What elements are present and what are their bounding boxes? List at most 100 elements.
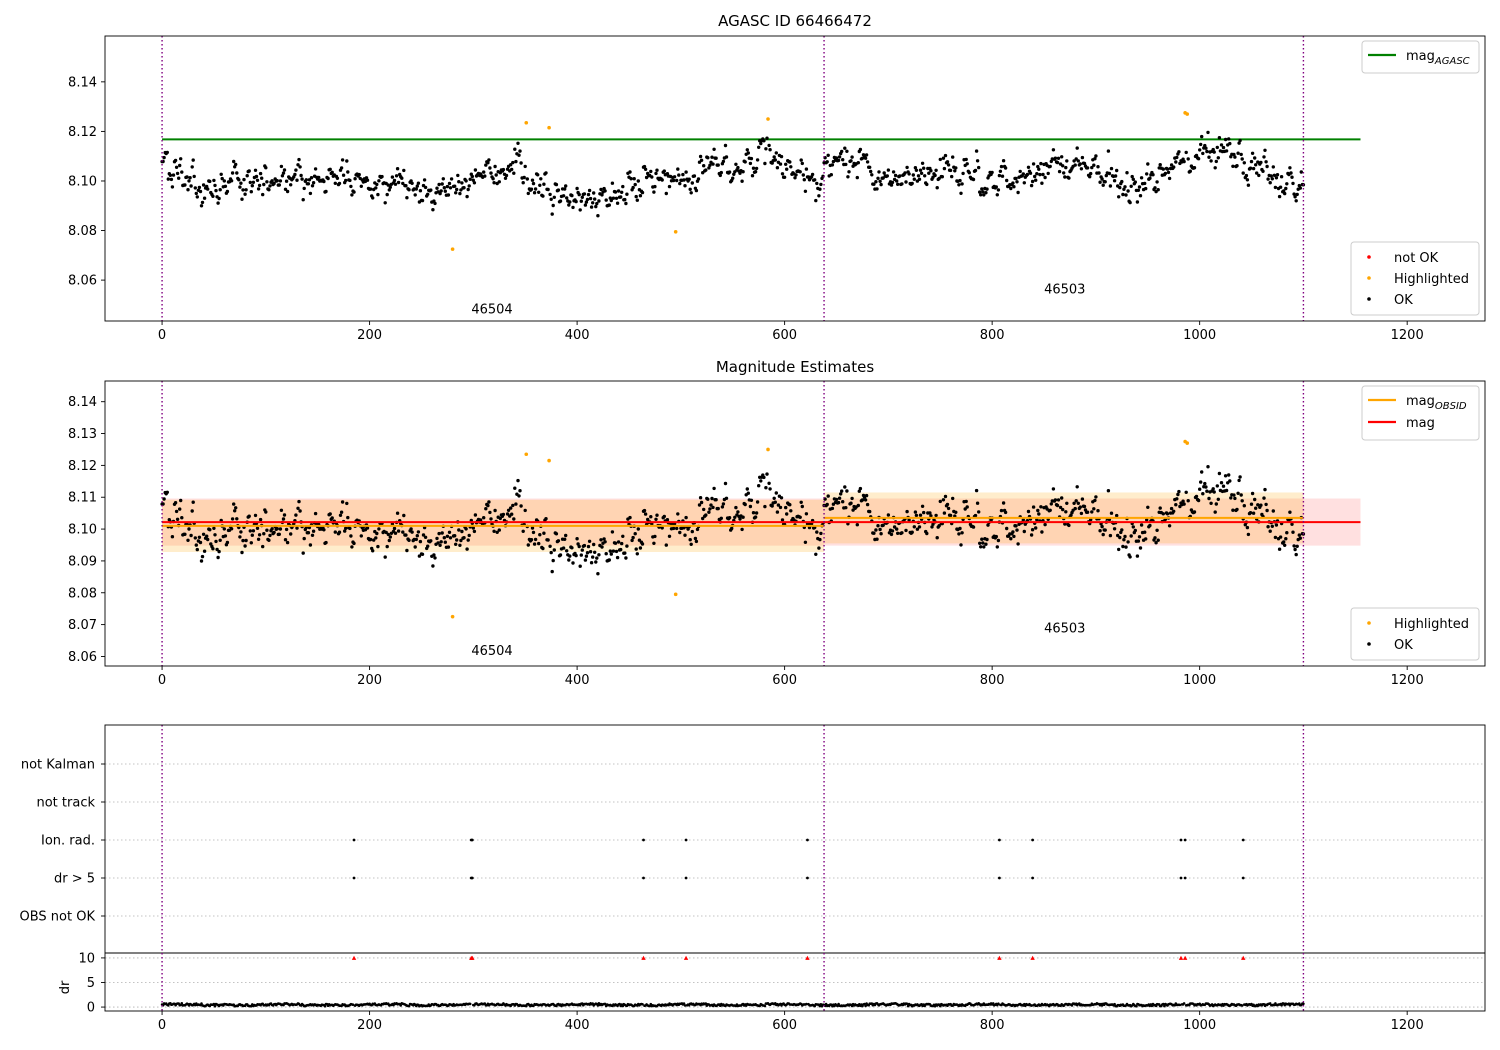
ok-point <box>255 178 260 182</box>
dr-point <box>1135 1004 1138 1008</box>
ok-point <box>1079 511 1084 516</box>
ok-point <box>584 554 589 558</box>
ok-point <box>911 173 915 177</box>
ok-point <box>1057 169 1062 174</box>
ok-point <box>250 533 254 537</box>
ok-point <box>640 542 645 546</box>
ok-point <box>1036 508 1040 513</box>
ok-point <box>1285 182 1289 186</box>
ok-point <box>453 184 457 188</box>
ok-point <box>455 187 459 192</box>
ok-point <box>1219 143 1224 147</box>
ok-point <box>1175 155 1179 160</box>
ok-point <box>935 186 939 190</box>
y-tick-label: 8.09 <box>68 554 97 569</box>
ok-point <box>1096 509 1100 513</box>
ok-point <box>802 178 806 182</box>
ok-point <box>241 188 245 192</box>
ok-point <box>957 532 961 536</box>
ok-point <box>826 494 830 498</box>
ok-point <box>542 182 546 186</box>
ok-point <box>1092 163 1096 167</box>
ok-point <box>238 535 242 539</box>
ok-point <box>234 506 238 510</box>
ok-point <box>1228 141 1232 146</box>
dr-point <box>596 1004 600 1007</box>
ok-point <box>218 538 222 542</box>
ok-point <box>278 527 283 531</box>
ok-point <box>525 177 529 181</box>
ok-point <box>187 179 191 183</box>
ok-point <box>550 212 554 216</box>
ok-point <box>1118 535 1122 540</box>
ok-point <box>296 506 300 510</box>
ok-point <box>532 191 537 195</box>
ok-point <box>736 165 740 170</box>
ok-point <box>328 167 332 171</box>
ok-point <box>1089 171 1093 176</box>
ok-point <box>846 175 850 179</box>
ok-point <box>958 178 962 183</box>
ok-point <box>416 181 421 185</box>
ok-point <box>238 185 242 189</box>
ok-point <box>772 155 776 159</box>
ok-point <box>916 174 921 178</box>
ok-point <box>628 515 632 520</box>
ok-point <box>706 156 710 160</box>
ok-point <box>215 547 219 552</box>
ok-point <box>517 494 521 498</box>
ok-point <box>1056 156 1061 160</box>
ok-point <box>961 171 965 176</box>
ok-point <box>235 171 239 175</box>
ok-point <box>493 164 497 169</box>
ok-point <box>501 512 506 517</box>
ok-point <box>311 181 316 185</box>
ok-point <box>814 198 818 203</box>
ok-point <box>694 539 699 544</box>
ok-point <box>583 558 588 562</box>
ok-point <box>1011 530 1015 534</box>
ok-point <box>1069 513 1073 517</box>
ok-point <box>1053 498 1058 502</box>
ok-point <box>436 541 440 545</box>
ok-point <box>759 479 763 483</box>
ok-point <box>660 178 664 182</box>
ok-point <box>724 496 729 500</box>
ok-point <box>614 196 619 200</box>
ok-point <box>687 177 691 181</box>
ok-point <box>1035 172 1039 176</box>
ok-point <box>630 538 634 543</box>
ok-point <box>353 177 357 181</box>
ok-point <box>538 533 542 537</box>
ok-point <box>1299 170 1304 174</box>
ok-point <box>655 513 659 517</box>
flag-point <box>1183 838 1187 842</box>
ok-point <box>178 163 182 168</box>
ok-point <box>262 182 266 187</box>
ok-point <box>667 534 672 538</box>
ok-point <box>684 515 688 520</box>
ok-point <box>999 164 1004 169</box>
ok-point <box>1148 523 1152 528</box>
ok-point <box>599 538 603 542</box>
ok-point <box>1146 505 1150 509</box>
x-tick-label: 1000 <box>1183 328 1216 343</box>
ok-point <box>392 526 397 531</box>
ok-point <box>166 177 170 181</box>
ok-point <box>1172 165 1176 169</box>
ok-point <box>472 181 477 185</box>
ok-point <box>755 158 760 162</box>
dr-clipped-marker <box>1182 955 1188 960</box>
ok-point <box>1139 523 1144 527</box>
ok-point <box>834 156 839 160</box>
ok-point <box>840 149 844 154</box>
ok-point <box>281 171 286 175</box>
ok-point <box>400 176 404 180</box>
ok-point <box>165 490 169 494</box>
ok-point <box>1144 186 1148 191</box>
ok-point <box>917 525 922 529</box>
legend-label: magOBSID <box>1406 394 1467 412</box>
ok-point <box>1061 164 1065 168</box>
dr-clipped-marker <box>1241 955 1246 960</box>
flag-point <box>806 876 809 880</box>
